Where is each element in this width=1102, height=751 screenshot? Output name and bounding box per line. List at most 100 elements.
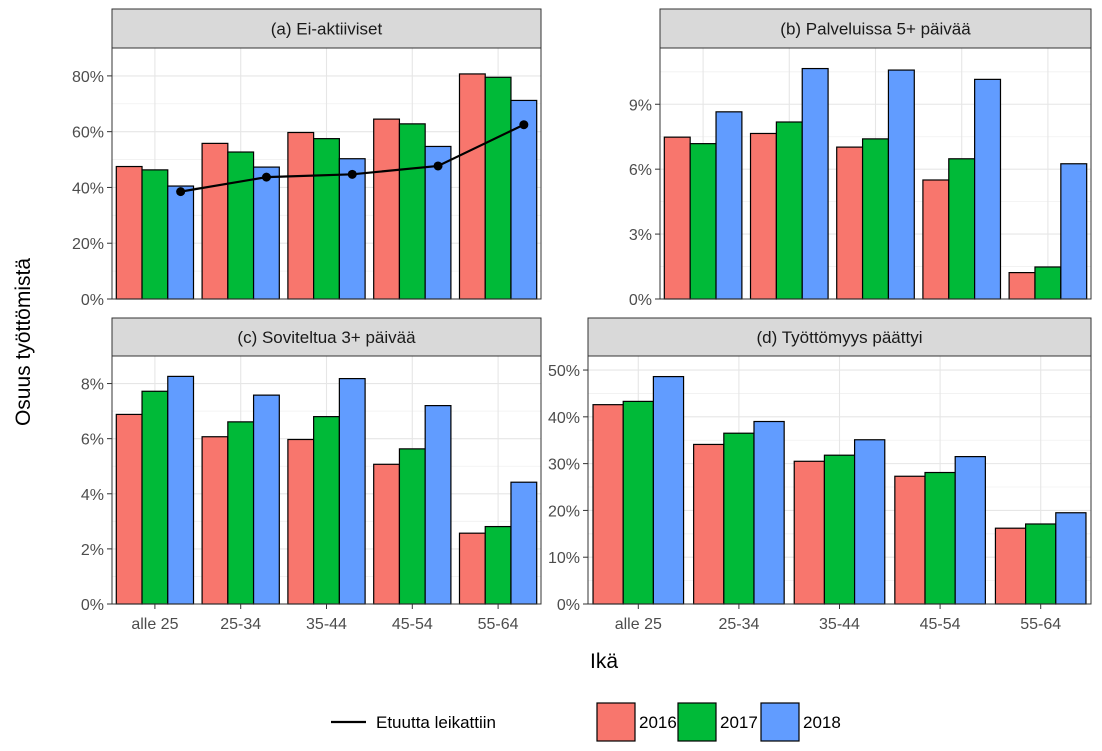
panel-2: (b) Palveluissa 5+ päivää 0% 3% 6% 9% xyxy=(629,8,1092,309)
panel-strip xyxy=(659,8,1092,49)
panel-title: (c) Soviteltua 3+ päivää xyxy=(237,328,416,347)
bar-2018 xyxy=(853,439,886,605)
bar-2017 xyxy=(723,432,755,605)
bar-2016 xyxy=(836,146,864,300)
line-point xyxy=(433,161,443,171)
bar-2017 xyxy=(141,390,169,605)
bar-2017 xyxy=(484,76,512,300)
bar-2016 xyxy=(693,443,725,605)
bar-2016 xyxy=(201,436,229,605)
x-tick-label: 55-64 xyxy=(478,616,519,633)
bar-2017 xyxy=(861,138,890,300)
bar-2016 xyxy=(793,460,826,605)
y-tick-label: 20% xyxy=(548,503,580,520)
bar-2017 xyxy=(313,138,340,300)
bar-2017 xyxy=(141,169,169,300)
panel-1: (a) Ei-aktiiviset 0% 20% 40% 60% 80% xyxy=(72,8,542,309)
bar-2016 xyxy=(115,165,143,300)
bar-2018 xyxy=(424,405,452,605)
bar-2017 xyxy=(689,143,717,300)
panel-border xyxy=(659,47,1092,300)
legend-key-2017 xyxy=(677,702,717,742)
bar-2017 xyxy=(313,416,340,605)
bar-2017 xyxy=(398,123,426,300)
bar-2018 xyxy=(753,420,785,605)
bar-2018 xyxy=(652,375,685,605)
bar-2016 xyxy=(749,132,777,300)
panel-title: (b) Palveluissa 5+ päivää xyxy=(780,20,971,39)
legend-label-2017: 2017 xyxy=(720,713,758,732)
bar-2016 xyxy=(201,142,229,300)
bar-2017 xyxy=(227,421,255,605)
y-tick-label: 0% xyxy=(81,292,104,309)
y-tick-label: 40% xyxy=(548,410,580,427)
legend-line-label: Etuutta leikattiin xyxy=(376,713,496,732)
bar-2018 xyxy=(252,394,280,605)
y-tick-label: 2% xyxy=(81,542,104,559)
bar-2016 xyxy=(287,438,315,605)
bar-2018 xyxy=(954,456,986,605)
y-tick-label: 60% xyxy=(72,125,104,142)
bar-2017 xyxy=(775,121,803,300)
bar-2018 xyxy=(974,78,1002,300)
bar-2016 xyxy=(373,118,401,300)
panel-title: (a) Ei-aktiiviset xyxy=(271,20,383,39)
bar-2018 xyxy=(1055,512,1087,605)
y-tick-label: 10% xyxy=(548,550,580,567)
bar-2016 xyxy=(287,131,315,300)
bar-2018 xyxy=(252,166,280,300)
bar-2017 xyxy=(823,454,856,605)
bar-2018 xyxy=(887,69,915,300)
bar-2017 xyxy=(398,448,426,605)
panel-4: (d) Työttömyys päättyi 0% 10% 20% 30% 40% 50% a… xyxy=(548,317,1092,633)
bar-2017 xyxy=(622,400,654,605)
bar-2016 xyxy=(663,136,691,300)
bar-2018 xyxy=(167,185,195,300)
y-axis-title: Osuus työttömistä xyxy=(12,258,35,426)
bar-2016 xyxy=(458,73,486,300)
x-tick-label: 25-34 xyxy=(718,616,759,633)
y-tick-label: 6% xyxy=(81,432,104,449)
bar-2018 xyxy=(715,111,743,300)
x-tick-label: 55-64 xyxy=(1020,616,1061,633)
panel-3: (c) Soviteltua 3+ päivää 0% 2% 4% 6% 8% alle 2… xyxy=(81,317,542,633)
bar-2016 xyxy=(592,404,624,605)
x-tick-label: 35-44 xyxy=(819,616,860,633)
line-point xyxy=(347,169,357,179)
y-tick-label: 0% xyxy=(629,292,652,309)
bar-2016 xyxy=(1008,272,1036,300)
bar-2018 xyxy=(338,377,366,605)
legend-label-2018: 2018 xyxy=(803,713,841,732)
bar-2017 xyxy=(484,525,512,605)
x-tick-label: 25-34 xyxy=(220,616,261,633)
y-tick-label: 80% xyxy=(72,69,104,86)
legend: Etuutta leikattiin 2016 2017 2018 xyxy=(331,702,841,742)
x-tick-label: 35-44 xyxy=(306,616,347,633)
y-tick-label: 9% xyxy=(629,97,652,114)
bar-2018 xyxy=(1060,163,1088,300)
chart-panels: (a) Ei-aktiiviset 0% 20% 40% 60% 80% (b) Palve… xyxy=(72,8,1092,633)
y-tick-label: 50% xyxy=(548,363,580,380)
bar-2017 xyxy=(948,158,976,300)
bar-2018 xyxy=(338,158,366,300)
bar-2016 xyxy=(373,463,401,605)
bar-2016 xyxy=(994,527,1027,605)
panel-strip xyxy=(587,317,1092,357)
y-tick-label: 30% xyxy=(548,457,580,474)
bar-2018 xyxy=(801,67,829,300)
bar-2016 xyxy=(115,413,143,605)
x-tick-label: 45-54 xyxy=(920,616,961,633)
y-tick-label: 40% xyxy=(72,180,104,197)
legend-key-2016 xyxy=(596,702,636,742)
panel-strip xyxy=(111,317,542,357)
line-point xyxy=(176,187,186,197)
y-tick-label: 20% xyxy=(72,236,104,253)
panel-border xyxy=(111,47,542,300)
panel-title: (d) Työttömyys päättyi xyxy=(757,328,923,347)
bar-2017 xyxy=(1034,266,1062,300)
line-point xyxy=(261,172,271,182)
legend-key-2018 xyxy=(760,702,800,742)
x-tick-label: alle 25 xyxy=(131,616,178,633)
legend-label-2016: 2016 xyxy=(639,713,677,732)
